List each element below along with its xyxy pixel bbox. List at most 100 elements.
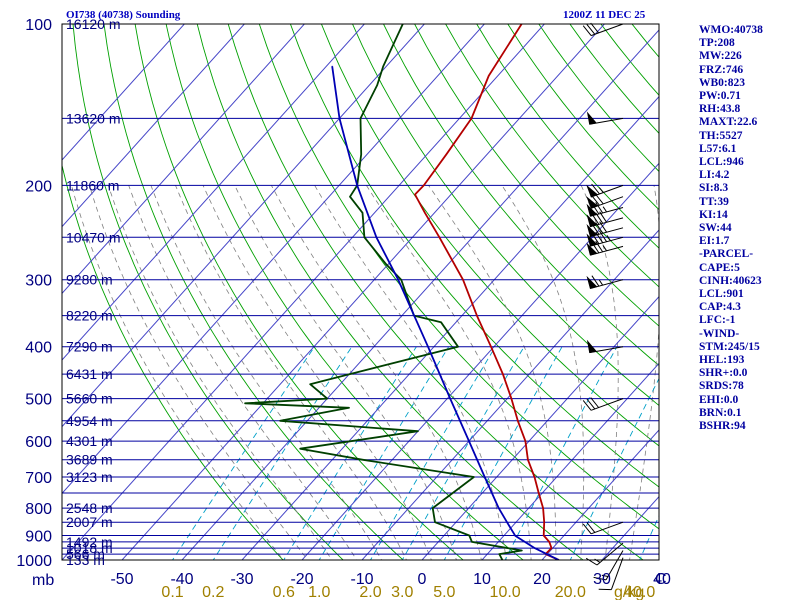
height-label: 133 m	[66, 552, 105, 568]
isotherm-line	[62, 24, 306, 295]
pressure-tick-label: 200	[25, 178, 52, 195]
mixing-ratio-label: 20.0	[555, 584, 586, 600]
temperature-point	[423, 184, 425, 186]
dewpoint-point	[385, 263, 387, 265]
pressure-tick-label: 800	[25, 501, 52, 518]
mixing-ratio-line	[569, 377, 659, 560]
height-label: 2548 m	[66, 500, 113, 516]
pressure-unit-label: mb	[32, 572, 54, 589]
temp-tick-label: -50	[110, 571, 133, 588]
dry-adiabat-line	[165, 24, 524, 560]
wind-barb	[598, 557, 624, 591]
temperature-point	[524, 440, 527, 442]
parcel-point	[397, 279, 399, 281]
temp-tick-label: 20	[533, 571, 551, 588]
parcel-point	[331, 65, 333, 67]
wind-barb	[590, 241, 624, 256]
wind-barb-pennant	[586, 184, 599, 198]
grid-layer	[62, 24, 800, 571]
height-label: 1492 m	[66, 534, 113, 550]
temperature-profile-line	[414, 24, 560, 560]
temperature-point	[438, 236, 440, 238]
moist-adiabat-line	[501, 185, 585, 560]
plot-frame	[61, 23, 660, 561]
stat-item: LCL:901	[699, 288, 744, 301]
moist-adiabat-line	[150, 185, 383, 560]
parcel-point	[427, 346, 429, 348]
dewpoint-point	[349, 196, 351, 198]
stat-item: -PARCEL-	[699, 248, 754, 261]
mixing-ratio-label: 3.0	[391, 584, 413, 600]
stat-item: WMO:40738	[699, 24, 763, 36]
temperature-point	[488, 75, 490, 77]
dewpoint-point	[359, 117, 362, 119]
parcel-point	[375, 236, 377, 238]
dry-adiabat-line	[476, 24, 659, 249]
parcel-point	[484, 476, 486, 478]
stat-item: CAPE:5	[699, 261, 740, 274]
wind-barb-pennant	[586, 275, 598, 289]
dewpoint-point	[348, 407, 350, 409]
isotherm-line	[541, 429, 659, 560]
moist-adiabat-line	[175, 185, 407, 560]
moist-adiabat-line	[202, 185, 432, 560]
dry-adiabat-line	[289, 24, 659, 488]
mixing-ratio-label: 0.2	[202, 584, 224, 600]
height-label: 8220 m	[66, 308, 113, 324]
dewpoint-point	[299, 448, 301, 450]
wind-barb	[593, 550, 624, 581]
pressure-tick-label: 600	[25, 434, 52, 451]
parcel-point	[356, 184, 358, 186]
dry-adiabat-line	[787, 24, 800, 571]
mixing-ratio-label: 40.0	[624, 584, 655, 600]
height-label: 7290 m	[66, 339, 113, 355]
temperature-point	[490, 346, 492, 348]
height-label: 5660 m	[66, 391, 113, 407]
moist-adiabat-line	[366, 185, 532, 560]
temperature-point	[543, 534, 545, 537]
temperature-point	[543, 521, 545, 523]
mixing-ratio-line	[283, 346, 417, 560]
mixing-ratio-line	[401, 346, 525, 560]
wind-barb-pennant	[586, 214, 598, 228]
isotherm-line	[62, 24, 426, 428]
sounding-time: 1200Z 11 DEC 25	[563, 9, 646, 21]
height-label: 11860 m	[66, 177, 119, 193]
temp-tick-label: -20	[290, 571, 313, 588]
dry-adiabat-line	[196, 24, 584, 560]
stat-item: WB0:823	[699, 76, 745, 89]
height-label: 9280 m	[66, 272, 113, 288]
dewpoint-point	[326, 398, 328, 400]
stat-item: FRZ:746	[699, 63, 744, 76]
temperature-point	[476, 315, 478, 317]
parcel-point	[498, 507, 500, 509]
mixing-ratio-line	[212, 346, 353, 560]
height-label: 3689 m	[66, 452, 113, 468]
stat-item: SHR+:0.0	[699, 367, 748, 380]
parcel-point	[338, 117, 341, 119]
mixing-ratio-line	[504, 346, 618, 560]
pressure-tick-label: 300	[25, 273, 52, 290]
dewpoint-profile-line	[244, 24, 523, 560]
dewpoint-point	[521, 549, 523, 552]
dewpoint-point	[279, 420, 281, 422]
temperature-point	[533, 476, 536, 478]
dewpoint-point	[471, 541, 473, 543]
wind-barb-pennant	[586, 223, 598, 237]
wind-barb-pennant	[586, 203, 598, 217]
pressure-tick-label: 700	[25, 470, 52, 487]
temp-tick-label: -30	[230, 571, 253, 588]
stat-item: BSHR:94	[699, 420, 746, 433]
moist-adiabat-line	[580, 185, 619, 560]
series-layer	[244, 24, 560, 560]
stat-item: SI:8.3	[699, 182, 729, 195]
stats-panel: WMO:40738 TP:208 MW:226 FRZ:746 WB0:823 PW:0.…	[699, 24, 763, 433]
dry-adiabat-line	[134, 24, 464, 560]
stat-item: KI:14	[699, 208, 728, 221]
dry-adiabat-line	[320, 24, 659, 447]
height-label: 4954 m	[66, 413, 113, 429]
isotherm-line	[301, 162, 659, 560]
stat-item: TH:5527	[699, 129, 743, 142]
temp-tick-label: 0	[418, 571, 427, 588]
